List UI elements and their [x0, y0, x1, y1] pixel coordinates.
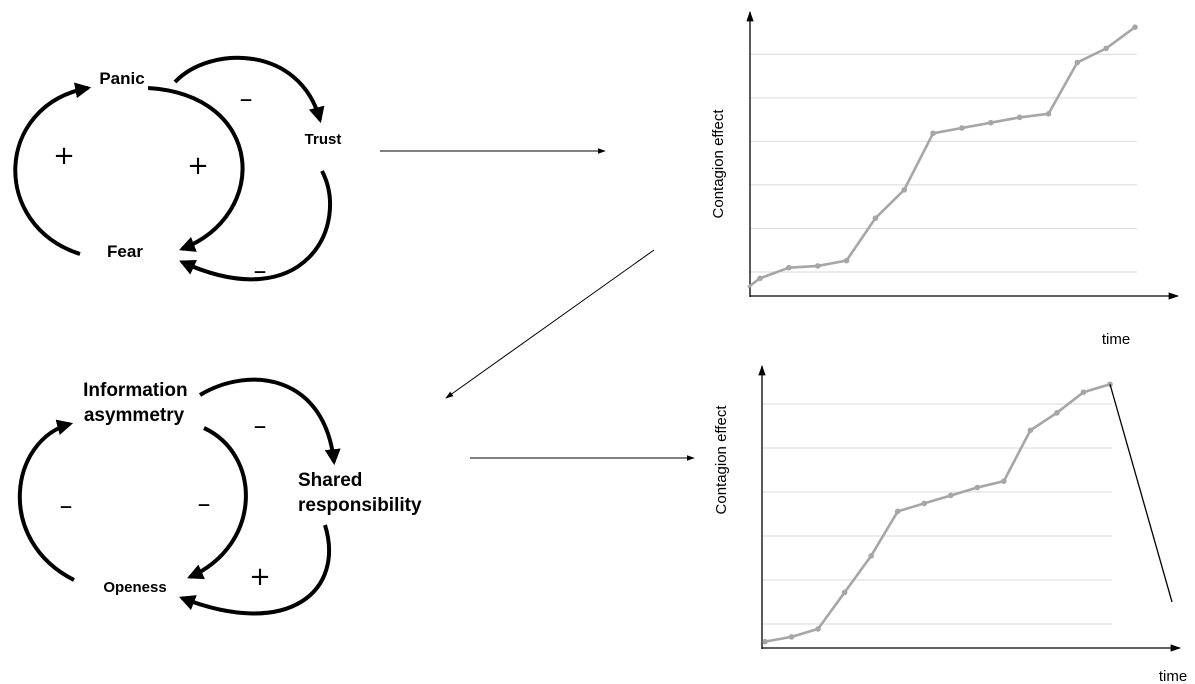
sign-information-shared: –: [254, 411, 267, 441]
trust-node: Trust: [305, 131, 342, 148]
top-chart-data-point: [1016, 114, 1023, 121]
bottom-chart-data-point: [1080, 389, 1087, 395]
bottom-chart-y-label: Contagion effect: [713, 405, 730, 515]
bottom-chart-grid: [762, 403, 1112, 625]
top-chart-data-point: [1045, 111, 1052, 117]
bottom-chart-data-point: [1001, 478, 1007, 484]
fear-node: Fear: [107, 242, 143, 261]
sign-shared-openess: +: [249, 562, 271, 592]
connector-arrows: [380, 148, 695, 461]
panic-to-fear-arc: [147, 86, 245, 252]
bottom-chart-data-point: [868, 553, 874, 559]
information-to-shared-arc: [198, 377, 341, 466]
bottom-chart-data-point: [788, 634, 795, 640]
top-chart-data-point: [757, 275, 763, 282]
shared-responsibility-line1: Shared: [298, 470, 362, 491]
bottom-chart-data-point: [841, 589, 848, 596]
information-to-openess-arc: [187, 426, 248, 580]
top-chart-grid: [750, 53, 1137, 273]
openess-node: Openess: [103, 579, 166, 596]
panic-to-trust-arc: [173, 55, 325, 124]
fear-to-panic-arc: [13, 82, 92, 256]
sign-panic-fear: +: [187, 151, 209, 181]
top-chart-y-label: Contagion effect: [710, 109, 727, 219]
top-chart-data-point: [901, 187, 908, 193]
bottom-chart-data-point: [921, 500, 928, 507]
sign-panic-trust: –: [240, 84, 253, 114]
top-chart-data-point: [1132, 24, 1138, 30]
shared-to-openess-arc: [179, 524, 331, 616]
bottom-chart-series: [762, 381, 1173, 645]
bottom-chart-x-label: time: [1159, 668, 1187, 684]
top-chart-x-label: time: [1102, 331, 1130, 348]
shared-responsibility-node: Shared responsibility: [298, 470, 422, 516]
top-chart-data-point: [987, 119, 994, 126]
bottom-contagion-chart: Contagion effect time: [713, 364, 1187, 684]
openess-to-information-arc: [17, 419, 75, 582]
information-asymmetry-line1: Information: [83, 380, 188, 401]
information-asymmetry-node: Information asymmetry: [83, 380, 193, 426]
top-chart-data-point: [786, 264, 792, 271]
sign-trust-fear: –: [254, 256, 267, 286]
top-chart-to-bottom-loop-arrow: [445, 249, 655, 399]
information-asymmetry-line2: asymmetry: [84, 405, 185, 426]
sign-information-openess: –: [198, 489, 211, 519]
sign-openess-information: –: [60, 491, 73, 521]
top-chart-data-point: [814, 263, 821, 269]
bottom-chart-data-point: [762, 638, 768, 645]
trust-to-fear-arc: [179, 170, 332, 282]
bottom-chart-data-point: [815, 626, 821, 632]
top-chart-data-point: [1074, 59, 1081, 66]
top-chart-data-point: [872, 215, 879, 221]
top-chart-series-line: [747, 26, 1136, 289]
top-chart-data-point: [930, 130, 936, 137]
sign-fear-panic: +: [53, 141, 75, 171]
top-chart-data-point: [1103, 45, 1109, 52]
bottom-chart-data-point: [894, 508, 901, 515]
top-chart-data-point: [959, 125, 965, 131]
bottom-chart-data-point: [1054, 410, 1060, 416]
top-chart-series: [747, 24, 1138, 289]
panic-node: Panic: [99, 69, 144, 88]
bottom-causal-loop: Information asymmetry Shared responsibil…: [17, 377, 422, 616]
top-causal-loop: Panic Trust Fear + + – –: [13, 55, 342, 286]
bottom-chart-data-point: [974, 484, 981, 491]
bottom-chart-series-line: [764, 382, 1111, 643]
bottom-chart-data-point: [947, 492, 954, 499]
top-chart-data-point: [843, 257, 850, 264]
bottom-chart-data-point: [1027, 427, 1034, 434]
top-contagion-chart: Contagion effect time: [710, 10, 1180, 348]
bottom-chart-drop-line: [1109, 384, 1173, 603]
shared-responsibility-line2: responsibility: [298, 495, 422, 516]
